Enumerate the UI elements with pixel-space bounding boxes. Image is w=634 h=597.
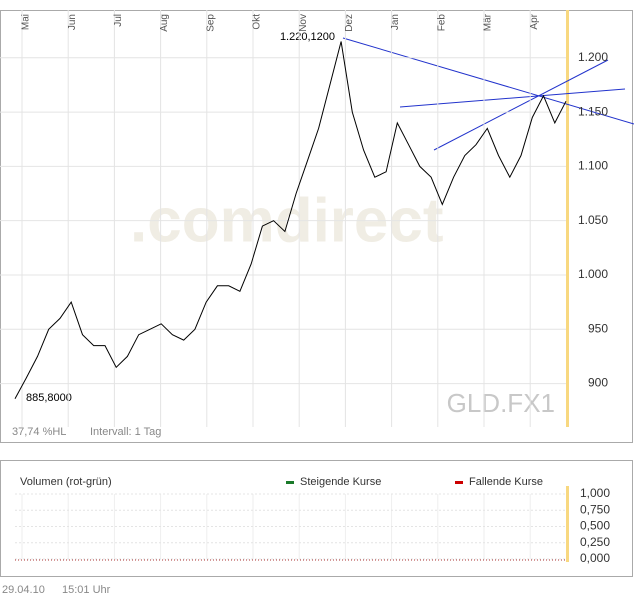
y-tick-label: 0,750 xyxy=(580,502,610,516)
date: 29.04.10 xyxy=(2,584,45,596)
x-tick-label: Apr xyxy=(529,13,540,29)
y-tick-label: 900 xyxy=(588,376,608,390)
y-tick-label: 0,000 xyxy=(580,551,610,565)
legend-swatch xyxy=(455,481,463,484)
price-line xyxy=(14,41,567,400)
price-panel xyxy=(0,10,633,443)
x-tick-label: Feb xyxy=(436,14,447,32)
y-tick-label: 950 xyxy=(588,321,608,335)
x-tick-label: Mai xyxy=(21,14,32,30)
x-tick-label: Jun xyxy=(67,14,78,30)
y-tick-label: 1.000 xyxy=(578,267,608,281)
x-tick-label: Jan xyxy=(390,14,401,30)
y-tick-label: 0,500 xyxy=(580,519,610,533)
volume-title: Volumen (rot-grün) xyxy=(20,476,112,488)
trend-line xyxy=(433,59,609,151)
current-day-bar xyxy=(566,10,569,427)
time: 15:01 Uhr xyxy=(62,584,111,596)
legend-label: Fallende Kurse xyxy=(469,476,543,488)
current-day-bar xyxy=(566,486,569,562)
volume-panel xyxy=(0,460,633,577)
y-tick-label: 0,250 xyxy=(580,535,610,549)
y-tick-label: 1.050 xyxy=(578,213,608,227)
y-tick-label: 1.150 xyxy=(578,104,608,118)
range-label: 37,74 %HL xyxy=(12,426,66,438)
x-tick-label: Nov xyxy=(298,14,309,32)
x-tick-label: Okt xyxy=(252,14,263,30)
interval-label: Intervall: 1 Tag xyxy=(90,426,161,438)
x-tick-label: Jul xyxy=(113,14,124,27)
x-tick-label: Aug xyxy=(159,14,170,32)
high-annotation: 1.220,1200 xyxy=(280,31,335,43)
y-tick-label: 1.200 xyxy=(578,50,608,64)
y-tick-label: 1.100 xyxy=(578,159,608,173)
low-annotation: 885,8000 xyxy=(26,392,72,404)
x-tick-label: Sep xyxy=(205,14,216,32)
symbol-label: GLD.FX1 xyxy=(447,388,555,418)
legend-label: Steigende Kurse xyxy=(300,476,381,488)
legend-swatch xyxy=(286,481,294,484)
x-tick-label: Dez xyxy=(344,14,355,32)
x-tick-label: Mär xyxy=(483,13,494,31)
y-tick-label: 1,000 xyxy=(580,486,610,500)
